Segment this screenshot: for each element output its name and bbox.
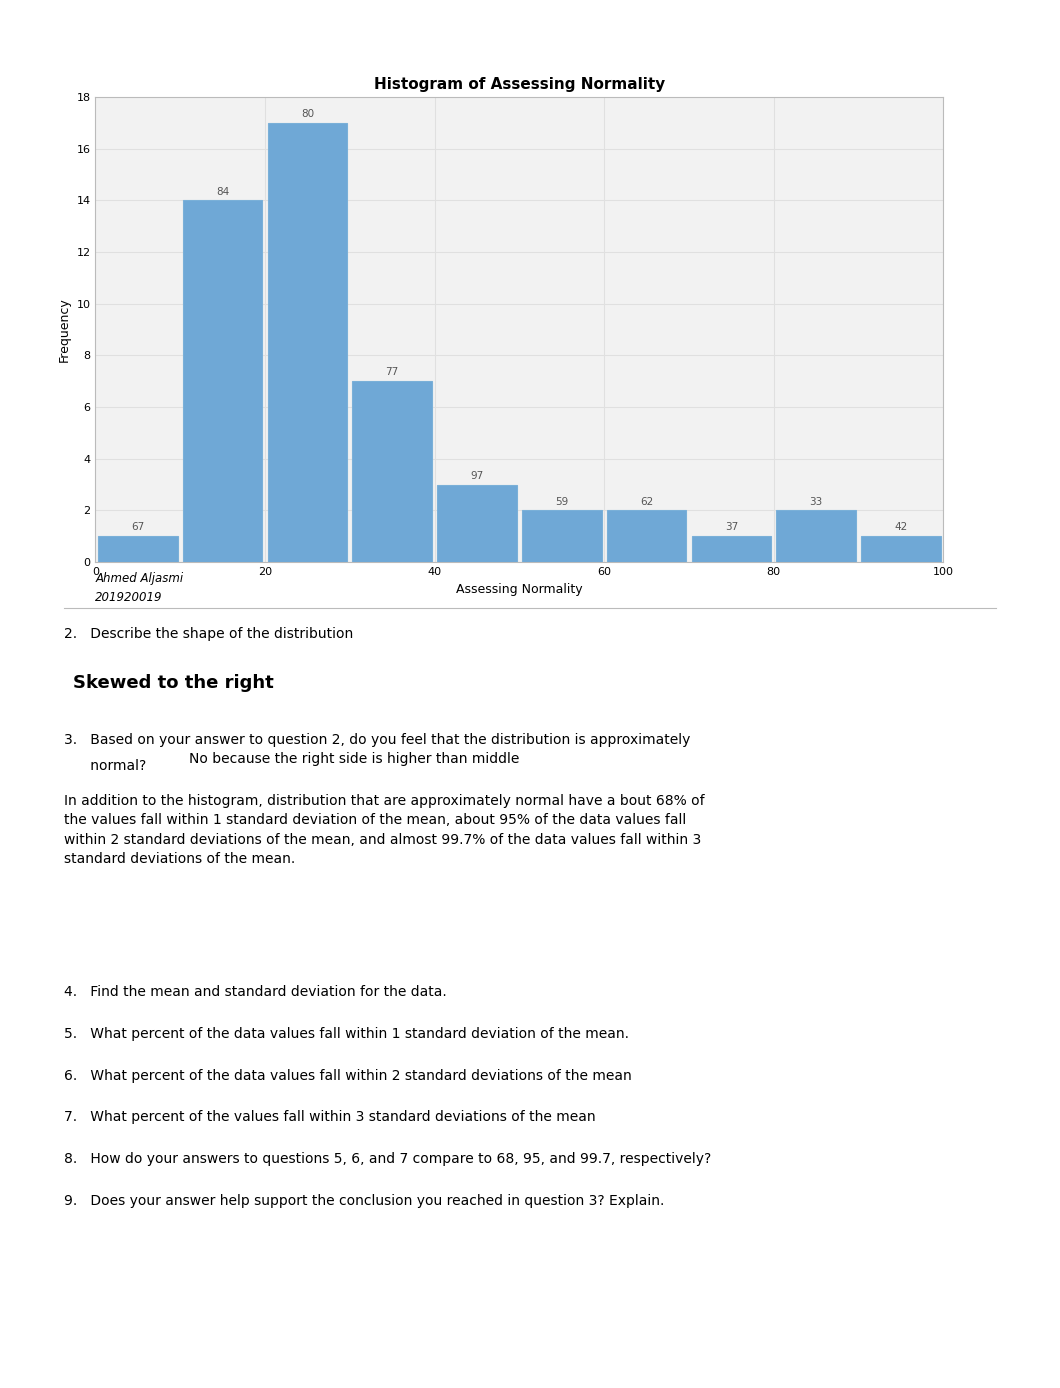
Y-axis label: Frequency: Frequency [58,297,71,362]
Text: 3.   Based on your answer to question 2, do you feel that the distribution is ap: 3. Based on your answer to question 2, d… [64,733,690,747]
Text: 97: 97 [471,471,483,480]
Text: 59: 59 [555,497,568,507]
X-axis label: Assessing Normality: Assessing Normality [456,583,583,595]
Text: normal?: normal? [64,759,151,773]
Text: 7.   What percent of the values fall within 3 standard deviations of the mean: 7. What percent of the values fall withi… [64,1110,596,1124]
Bar [606,511,687,562]
Text: 77: 77 [386,368,399,378]
Bar [776,511,856,562]
Text: 84: 84 [216,186,229,197]
Text: No because the right side is higher than middle: No because the right side is higher than… [189,752,519,766]
Bar [267,124,348,562]
Text: 80: 80 [301,110,314,119]
Text: 4.   Find the mean and standard deviation for the data.: 4. Find the mean and standard deviation … [64,985,446,999]
Text: In addition to the histogram, distribution that are approximately normal have a : In addition to the histogram, distributi… [64,794,704,866]
Bar [352,382,432,562]
Text: 37: 37 [725,522,738,533]
Text: Skewed to the right: Skewed to the right [73,675,275,691]
Text: 2.   Describe the shape of the distribution: 2. Describe the shape of the distributio… [64,627,353,641]
Text: 62: 62 [640,497,653,507]
Text: Ahmed Aljasmi: Ahmed Aljasmi [95,572,183,584]
Bar [98,536,178,562]
Text: 67: 67 [131,522,144,533]
Text: 6.   What percent of the data values fall within 2 standard deviations of the me: 6. What percent of the data values fall … [64,1069,632,1083]
Text: 8.   How do your answers to questions 5, 6, and 7 compare to 68, 95, and 99.7, r: 8. How do your answers to questions 5, 6… [64,1152,711,1166]
Bar [437,484,517,562]
Text: 42: 42 [895,522,907,533]
Bar [861,536,941,562]
Text: 5.   What percent of the data values fall within 1 standard deviation of the mea: 5. What percent of the data values fall … [64,1027,629,1041]
Text: 201920019: 201920019 [95,591,163,604]
Bar [691,536,772,562]
Bar [182,200,263,562]
Title: Histogram of Assessing Normality: Histogram of Assessing Normality [374,76,665,92]
Bar [522,511,602,562]
Text: 33: 33 [810,497,823,507]
Text: 9.   Does your answer help support the conclusion you reached in question 3? Exp: 9. Does your answer help support the con… [64,1194,664,1208]
